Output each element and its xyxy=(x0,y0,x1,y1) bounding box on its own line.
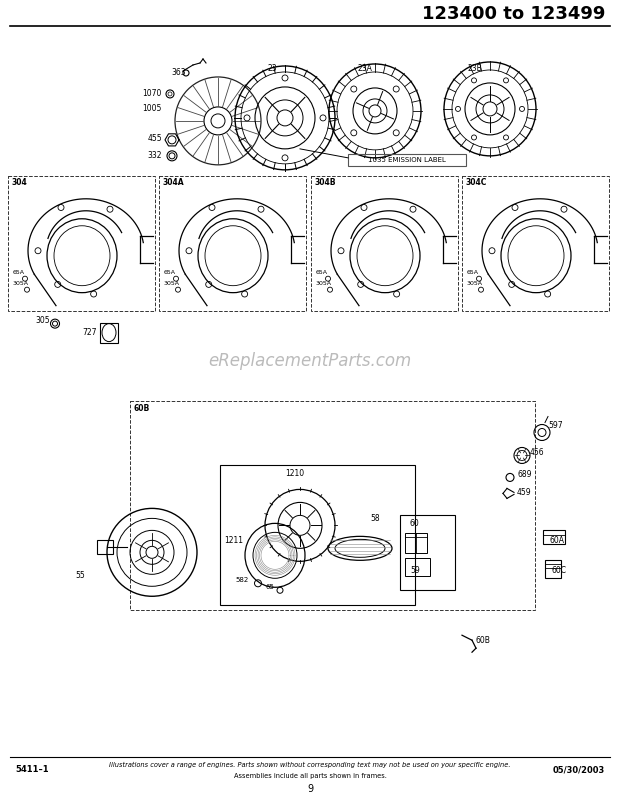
Bar xyxy=(462,176,609,310)
Bar xyxy=(405,533,427,553)
Text: 65A: 65A xyxy=(13,270,25,275)
Text: 23B: 23B xyxy=(468,64,483,74)
Text: 1211: 1211 xyxy=(224,536,243,545)
Text: 5411–1: 5411–1 xyxy=(15,765,48,774)
Text: 304A: 304A xyxy=(163,178,185,188)
Bar xyxy=(311,176,458,310)
Text: 332: 332 xyxy=(148,152,162,160)
Text: 305A: 305A xyxy=(316,282,332,286)
Text: 65: 65 xyxy=(265,585,274,590)
Text: 304C: 304C xyxy=(466,178,487,188)
Bar xyxy=(543,530,565,545)
Text: 305A: 305A xyxy=(13,282,29,286)
Text: 1070: 1070 xyxy=(143,90,162,99)
Text: 305: 305 xyxy=(35,316,50,325)
Text: 459: 459 xyxy=(517,488,531,497)
Text: 59: 59 xyxy=(410,565,420,575)
Text: 60C: 60C xyxy=(552,565,567,575)
Text: 58: 58 xyxy=(370,514,379,523)
Text: 1005: 1005 xyxy=(143,104,162,113)
Text: 1035 EMISSION LABEL: 1035 EMISSION LABEL xyxy=(368,157,446,163)
Text: 60B: 60B xyxy=(134,404,150,413)
Text: 123400 to 123499: 123400 to 123499 xyxy=(422,5,605,23)
Bar xyxy=(8,176,155,310)
Text: 60B: 60B xyxy=(475,636,490,645)
Bar xyxy=(97,541,113,554)
Text: 60: 60 xyxy=(410,519,420,528)
Text: 455: 455 xyxy=(148,135,162,144)
Bar xyxy=(405,558,430,577)
Text: 305A: 305A xyxy=(164,282,180,286)
Text: 23: 23 xyxy=(268,64,278,74)
Text: 65A: 65A xyxy=(316,270,328,275)
Text: 689: 689 xyxy=(517,470,531,479)
Text: 305A: 305A xyxy=(467,282,483,286)
Bar xyxy=(159,176,306,310)
Bar xyxy=(130,400,535,610)
Text: 582: 582 xyxy=(235,577,248,583)
Text: 304B: 304B xyxy=(315,178,337,188)
Bar xyxy=(400,516,455,590)
Text: 23A: 23A xyxy=(357,64,372,74)
Text: 9: 9 xyxy=(307,784,313,794)
Bar xyxy=(220,465,415,606)
Text: 05/30/2003: 05/30/2003 xyxy=(553,765,605,774)
Text: 597: 597 xyxy=(548,421,562,430)
Text: 727: 727 xyxy=(82,328,97,337)
Bar xyxy=(348,154,466,166)
Text: Assemblies include all parts shown in frames.: Assemblies include all parts shown in fr… xyxy=(234,773,386,779)
Text: 60A: 60A xyxy=(550,536,565,545)
Text: 55: 55 xyxy=(75,571,85,580)
Text: eReplacementParts.com: eReplacementParts.com xyxy=(208,351,412,370)
Text: Illustrations cover a range of engines. Parts shown without corresponding text m: Illustrations cover a range of engines. … xyxy=(109,762,511,768)
Bar xyxy=(545,561,561,578)
Text: 363: 363 xyxy=(171,68,185,78)
Bar xyxy=(100,322,118,342)
Text: 65A: 65A xyxy=(467,270,479,275)
Text: 304: 304 xyxy=(12,178,28,188)
Text: 456: 456 xyxy=(530,448,544,457)
Text: 65A: 65A xyxy=(164,270,176,275)
Text: 1210: 1210 xyxy=(285,469,304,478)
